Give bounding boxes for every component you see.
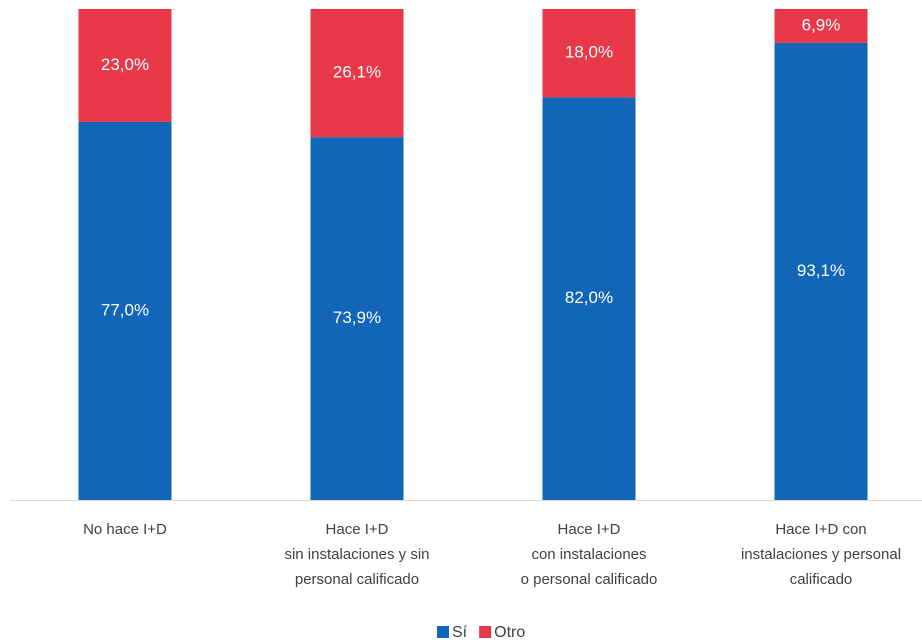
bar-segment	[542, 9, 636, 98]
x-tick-label: Hace I+D	[326, 521, 389, 538]
x-tick-label: calificado	[790, 571, 853, 588]
x-tick-label: No hace I+D	[83, 521, 167, 538]
x-tick-label: instalaciones y personal	[741, 546, 901, 563]
bar-segment	[774, 9, 868, 43]
data-label: 77,0%	[101, 300, 149, 319]
legend-label: Sí	[452, 624, 468, 641]
bar-segment	[78, 121, 172, 501]
legend-swatch	[479, 626, 492, 638]
legend-swatch	[437, 626, 449, 638]
data-label: 18,0%	[565, 43, 613, 62]
x-tick-label: personal calificado	[295, 571, 419, 588]
bar-segment	[310, 9, 404, 138]
bar-segment	[542, 97, 636, 500]
data-label: 26,1%	[333, 63, 381, 82]
legend-label: Otro	[494, 624, 525, 641]
x-tick-label: Hace I+D	[558, 521, 621, 538]
data-label: 23,0%	[101, 55, 149, 74]
x-tick-label: o personal calificado	[521, 571, 658, 588]
x-tick-label: sin instalaciones y sin	[284, 546, 429, 563]
data-label: 73,9%	[333, 308, 381, 327]
bar-segment	[774, 42, 868, 501]
data-label: 82,0%	[565, 288, 613, 307]
x-tick-label: con instalaciones	[531, 546, 646, 563]
data-label: 6,9%	[802, 15, 841, 34]
x-tick-label: Hace I+D con	[775, 521, 866, 538]
bar-segment	[78, 9, 172, 122]
data-label: 93,1%	[797, 261, 845, 280]
bar-segment	[310, 137, 404, 500]
